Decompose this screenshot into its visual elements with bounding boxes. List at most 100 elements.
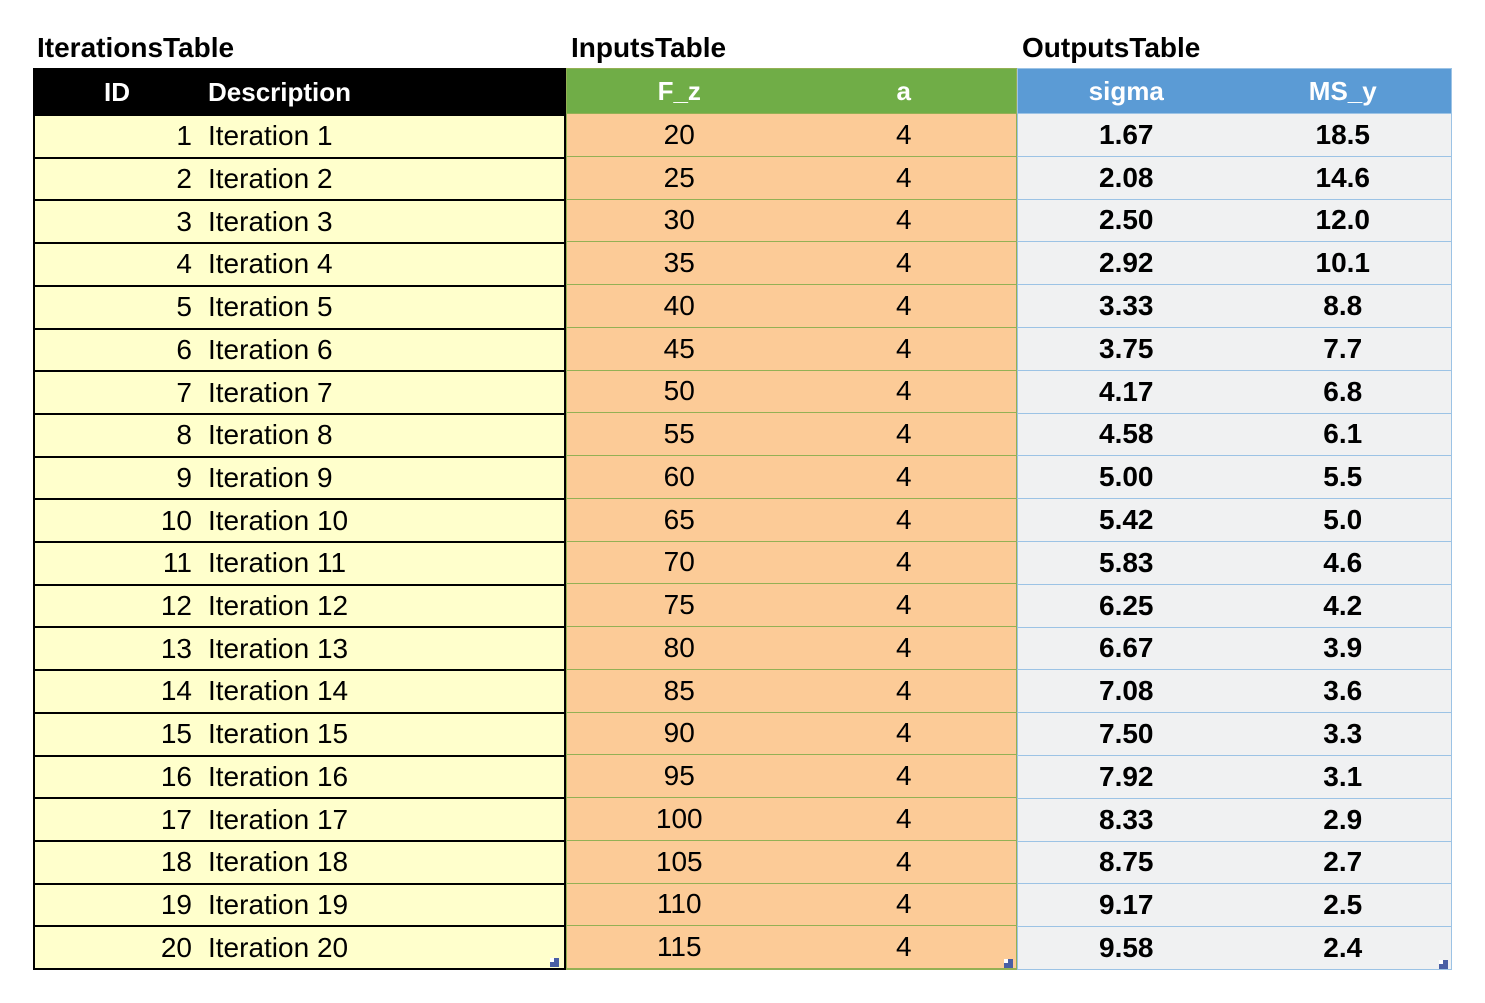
cell-description[interactable]: Iteration 3 — [208, 205, 333, 237]
header-cell-ms-y[interactable]: MS_y — [1308, 75, 1377, 106]
cell-f-z[interactable]: 25 — [663, 161, 695, 193]
cell-sigma[interactable]: 6.67 — [1099, 632, 1154, 664]
cell-a[interactable]: 4 — [895, 631, 912, 663]
cell-ms-y[interactable]: 3.1 — [1323, 760, 1363, 792]
cell-id[interactable]: 1 — [176, 120, 192, 152]
cell-a[interactable]: 4 — [895, 717, 912, 749]
cell-description[interactable]: Iteration 2 — [208, 163, 333, 195]
cell-f-z[interactable]: 55 — [663, 418, 695, 450]
cell-sigma[interactable]: 5.42 — [1099, 504, 1154, 536]
header-cell-sigma[interactable]: sigma — [1088, 75, 1164, 106]
cell-description[interactable]: Iteration 7 — [208, 376, 333, 408]
cell-a[interactable]: 4 — [895, 289, 912, 321]
cell-sigma[interactable]: 8.33 — [1099, 803, 1154, 835]
cell-f-z[interactable]: 50 — [663, 375, 695, 407]
cell-f-z[interactable]: 115 — [656, 931, 702, 963]
cell-ms-y[interactable]: 3.3 — [1323, 718, 1363, 750]
cell-id[interactable]: 17 — [160, 803, 192, 835]
cell-ms-y[interactable]: 2.9 — [1323, 803, 1363, 835]
cell-sigma[interactable]: 5.83 — [1099, 546, 1154, 578]
table-resize-handle[interactable] — [1439, 960, 1448, 969]
cell-a[interactable]: 4 — [895, 460, 912, 492]
cell-f-z[interactable]: 80 — [663, 631, 695, 663]
cell-description[interactable]: Iteration 5 — [208, 291, 333, 323]
cell-a[interactable]: 4 — [895, 375, 912, 407]
header-cell-description[interactable]: Description — [208, 76, 352, 107]
cell-description[interactable]: Iteration 6 — [208, 333, 333, 365]
cell-id[interactable]: 14 — [160, 675, 192, 707]
cell-ms-y[interactable]: 7.7 — [1323, 332, 1363, 364]
cell-f-z[interactable]: 65 — [663, 503, 695, 535]
cell-id[interactable]: 18 — [160, 846, 192, 878]
cell-id[interactable]: 5 — [176, 291, 192, 323]
cell-f-z[interactable]: 95 — [663, 760, 695, 792]
cell-sigma[interactable]: 3.75 — [1099, 332, 1154, 364]
cell-id[interactable]: 19 — [160, 889, 192, 920]
cell-description[interactable]: Iteration 20 — [208, 931, 349, 963]
cell-id[interactable]: 4 — [176, 248, 192, 280]
cell-sigma[interactable]: 3.33 — [1099, 290, 1154, 322]
cell-description[interactable]: Iteration 16 — [208, 760, 349, 792]
cell-sigma[interactable]: 5.00 — [1099, 461, 1154, 493]
cell-sigma[interactable]: 4.17 — [1099, 375, 1154, 407]
cell-f-z[interactable]: 105 — [655, 845, 703, 877]
cell-description[interactable]: Iteration 19 — [208, 889, 349, 920]
cell-a[interactable]: 4 — [895, 247, 912, 279]
cell-id[interactable]: 8 — [176, 419, 192, 451]
cell-ms-y[interactable]: 12.0 — [1315, 204, 1371, 236]
cell-description[interactable]: Iteration 1 — [208, 120, 333, 152]
cell-a[interactable]: 4 — [895, 802, 912, 834]
cell-id[interactable]: 15 — [160, 718, 192, 750]
cell-description[interactable]: Iteration 15 — [208, 718, 349, 750]
cell-a[interactable]: 4 — [895, 888, 912, 920]
cell-ms-y[interactable]: 10.1 — [1315, 247, 1371, 279]
cell-id[interactable]: 10 — [160, 504, 192, 536]
cell-sigma[interactable]: 9.58 — [1099, 932, 1154, 964]
cell-sigma[interactable]: 1.67 — [1099, 118, 1154, 150]
cell-description[interactable]: Iteration 18 — [208, 846, 349, 878]
cell-description[interactable]: Iteration 8 — [208, 419, 333, 451]
cell-ms-y[interactable]: 14.6 — [1315, 161, 1371, 193]
cell-f-z[interactable]: 20 — [663, 118, 695, 150]
cell-sigma[interactable]: 7.08 — [1099, 675, 1154, 707]
cell-description[interactable]: Iteration 14 — [208, 675, 349, 707]
cell-description[interactable]: Iteration 10 — [208, 504, 349, 536]
header-cell-a[interactable]: a — [896, 75, 911, 106]
cell-ms-y[interactable]: 6.8 — [1323, 375, 1363, 407]
cell-id[interactable]: 6 — [176, 333, 192, 365]
cell-id[interactable]: 7 — [176, 376, 192, 408]
cell-sigma[interactable]: 7.92 — [1099, 760, 1154, 792]
cell-a[interactable]: 4 — [895, 845, 912, 877]
cell-f-z[interactable]: 85 — [663, 674, 695, 706]
cell-a[interactable]: 4 — [895, 418, 912, 450]
cell-ms-y[interactable]: 5.0 — [1323, 504, 1363, 536]
cell-f-z[interactable]: 40 — [663, 289, 695, 321]
cell-a[interactable]: 4 — [895, 118, 912, 150]
table-resize-handle[interactable] — [550, 958, 559, 967]
cell-f-z[interactable]: 45 — [663, 332, 695, 364]
cell-a[interactable]: 4 — [895, 589, 912, 621]
cell-f-z[interactable]: 60 — [663, 460, 695, 492]
cell-ms-y[interactable]: 4.6 — [1323, 546, 1363, 578]
cell-a[interactable]: 4 — [895, 204, 912, 236]
cell-ms-y[interactable]: 3.6 — [1323, 675, 1363, 707]
cell-f-z[interactable]: 100 — [655, 802, 703, 834]
cell-ms-y[interactable]: 2.7 — [1323, 846, 1363, 878]
cell-a[interactable]: 4 — [895, 503, 912, 535]
cell-sigma[interactable]: 8.75 — [1099, 846, 1154, 878]
cell-description[interactable]: Iteration 4 — [208, 248, 333, 280]
cell-sigma[interactable]: 9.17 — [1099, 889, 1154, 921]
header-cell-f-z[interactable]: F_z — [657, 75, 701, 106]
table-resize-handle[interactable] — [1004, 959, 1013, 968]
cell-description[interactable]: Iteration 12 — [208, 590, 349, 622]
cell-a[interactable]: 4 — [895, 931, 912, 963]
cell-sigma[interactable]: 4.58 — [1099, 418, 1154, 450]
cell-id[interactable]: 9 — [176, 461, 192, 493]
cell-description[interactable]: Iteration 11 — [208, 547, 347, 579]
cell-description[interactable]: Iteration 17 — [208, 803, 349, 835]
header-cell-id[interactable]: ID — [104, 76, 130, 107]
cell-ms-y[interactable]: 18.5 — [1315, 118, 1371, 150]
cell-ms-y[interactable]: 2.4 — [1323, 932, 1363, 964]
cell-id[interactable]: 2 — [176, 163, 192, 195]
cell-a[interactable]: 4 — [895, 760, 912, 792]
